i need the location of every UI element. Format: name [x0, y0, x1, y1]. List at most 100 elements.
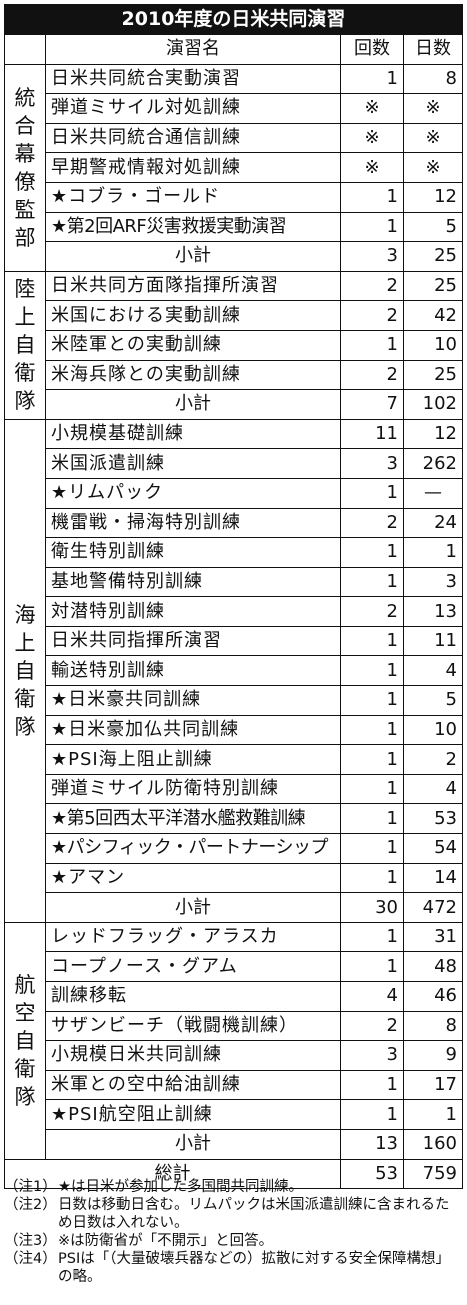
- group-label-char: 上: [14, 630, 36, 655]
- table-row: ★アマン 1 14: [5, 862, 463, 894]
- subtotal-row: 小計 3 25: [5, 241, 463, 272]
- exercise-days: ※: [403, 93, 463, 124]
- group-label-char: 統: [14, 85, 36, 110]
- table-row: 対潜特別訓練 2 13: [5, 596, 463, 627]
- table-row: 米陸軍との実動訓練 1 10: [5, 329, 463, 361]
- note-text: ★は日米が参加した多国間共同訓練。: [58, 1179, 303, 1195]
- exercise-days: 54: [403, 833, 463, 864]
- table-row: ★日米豪共同訓練 1 5: [5, 685, 463, 716]
- exercise-name: 基地警備特別訓練: [45, 566, 341, 598]
- group-header-cell: [4, 34, 46, 65]
- table-row: ★第5回西太平洋潜水艦救難訓練 1 53: [5, 803, 463, 835]
- group-label-char: 隊: [14, 714, 36, 739]
- exercise-name: 米国における実動訓練: [45, 300, 341, 331]
- group-label-char: 隊: [14, 389, 36, 414]
- table-row: 日米共同指揮所演習 1 11: [5, 625, 463, 657]
- exercise-count: 1: [340, 655, 404, 687]
- subtotal-row: 小計 7 102: [5, 389, 463, 420]
- total-row: 総計 53 759: [4, 1158, 463, 1190]
- exercise-count: 2: [340, 359, 404, 391]
- table-row: 衛生特別訓練 1 1: [5, 537, 463, 568]
- exercise-days: 4: [403, 655, 463, 687]
- exercise-count: 1: [340, 211, 404, 243]
- subtotal-label: 小計: [45, 892, 341, 923]
- table-row: 弾道ミサイル対処訓練 ※ ※: [5, 93, 463, 124]
- exercise-days: 46: [403, 981, 463, 1012]
- exercise-count: 2: [340, 596, 404, 627]
- table-row: ★PSI航空阻止訓練 1 1: [5, 1099, 463, 1130]
- table-row: ★PSI海上阻止訓練 1 2: [5, 744, 463, 775]
- table-row: 訓練移転 4 46: [5, 981, 463, 1012]
- note-text: ※は防衛省が「不開示」と回答。: [58, 1233, 274, 1249]
- exercise-name: 米陸軍との実動訓練: [45, 329, 341, 361]
- exercise-days: ※: [403, 122, 463, 154]
- exercise-name: ★コブラ・ゴールド: [45, 181, 341, 213]
- table-row: ★コブラ・ゴールド 1 12: [5, 181, 463, 213]
- note-text: PSIは「（大量破壊兵器などの）拡散に対する安全保障構想」の略。: [58, 1251, 450, 1285]
- exercise-count: 1: [340, 773, 404, 805]
- table-row: 統合幕僚監部日米共同統合実動演習 1 8: [4, 63, 463, 272]
- exercise-name: ★PSI航空阻止訓練: [45, 1099, 341, 1130]
- exercise-name: 米海兵隊との実動訓練: [45, 359, 341, 391]
- exercise-days: 8: [403, 1010, 463, 1042]
- exercise-count: ※: [340, 122, 404, 154]
- exercise-name: ★第5回西太平洋潜水艦救難訓練: [45, 803, 341, 835]
- table-title: 2010年度の日米共同演習: [4, 4, 463, 34]
- table-row: 日米共同統合通信訓練 ※ ※: [5, 122, 463, 154]
- table-row: 米海兵隊との実動訓練 2 25: [5, 359, 463, 391]
- exercise-count: 1: [340, 744, 404, 775]
- table-row: 基地警備特別訓練 1 3: [5, 566, 463, 598]
- exercise-count: ※: [340, 93, 404, 124]
- subtotal-label: 小計: [45, 241, 341, 272]
- exercise-name: レッドフラッグ・アラスカ: [45, 921, 341, 953]
- exercise-name: 訓練移転: [45, 981, 341, 1012]
- table-row: コープノース・グアム 1 48: [5, 951, 463, 982]
- exercise-count: 2: [340, 507, 404, 539]
- group-label-char: 上: [14, 305, 36, 330]
- group-label: 航空自衛隊: [4, 921, 46, 1160]
- exercise-name: コープノース・グアム: [45, 951, 341, 982]
- exercise-count: 1: [340, 862, 404, 894]
- subtotal-count: 13: [340, 1128, 404, 1160]
- exercise-count: 1: [340, 537, 404, 568]
- exercise-name: サザンビーチ（戦闘機訓練）: [45, 1010, 341, 1042]
- exercise-days: 14: [403, 862, 463, 894]
- exercise-days: 42: [403, 300, 463, 331]
- note-item: （注1） ★は日米が参加した多国間共同訓練。: [4, 1178, 463, 1196]
- exercise-days: 1: [403, 1099, 463, 1130]
- exercise-days: —: [403, 477, 463, 509]
- exercise-days: 48: [403, 951, 463, 982]
- exercise-days: 3: [403, 566, 463, 598]
- subtotal-label: 小計: [45, 1128, 341, 1160]
- subtotal-row: 小計 30 472: [5, 892, 463, 923]
- note-text: 日数は移動日含む。リムパックは米国派遣訓練に含まれるため日数は入れない。: [58, 1197, 450, 1231]
- exercise-name: ★日米豪加仏共同訓練: [45, 714, 341, 746]
- header-count: 回数: [340, 34, 404, 65]
- note-label: （注1）: [4, 1179, 57, 1195]
- exercise-days: 8: [403, 63, 463, 95]
- exercise-days: 4: [403, 773, 463, 805]
- exercise-name: 衛生特別訓練: [45, 537, 341, 568]
- exercise-name: ★第2回ARF災害救援実動演習: [45, 211, 341, 243]
- exercise-count: 3: [340, 1040, 404, 1071]
- exercise-days: 2: [403, 744, 463, 775]
- exercise-count: 1: [340, 63, 404, 95]
- group-label-char: 幕: [14, 141, 36, 166]
- exercise-name: 日米共同統合通信訓練: [45, 122, 341, 154]
- table-row: 米軍との空中給油訓練 1 17: [5, 1069, 463, 1101]
- exercise-name: 輸送特別訓練: [45, 655, 341, 687]
- exercise-days: ※: [403, 152, 463, 183]
- exercise-days: 5: [403, 211, 463, 243]
- note-item: （注3） ※は防衛省が「不開示」と回答。: [4, 1232, 463, 1250]
- exercise-count: 1: [340, 329, 404, 361]
- table-row: 輸送特別訓練 1 4: [5, 655, 463, 687]
- subtotal-days: 25: [403, 241, 463, 272]
- exercise-count: 1: [340, 477, 404, 509]
- exercise-count: 2: [340, 300, 404, 331]
- exercise-name: ★PSI海上阻止訓練: [45, 744, 341, 775]
- table-row: ★日米豪加仏共同訓練 1 10: [5, 714, 463, 746]
- table-row: 陸上自衛隊日米共同方面隊指揮所演習 2 25: [4, 270, 463, 420]
- exercise-name: ★アマン: [45, 862, 341, 894]
- subtotal-days: 160: [403, 1128, 463, 1160]
- notes: （注1） ★は日米が参加した多国間共同訓練。 （注2） 日数は移動日含む。リムパックは…: [4, 1178, 463, 1286]
